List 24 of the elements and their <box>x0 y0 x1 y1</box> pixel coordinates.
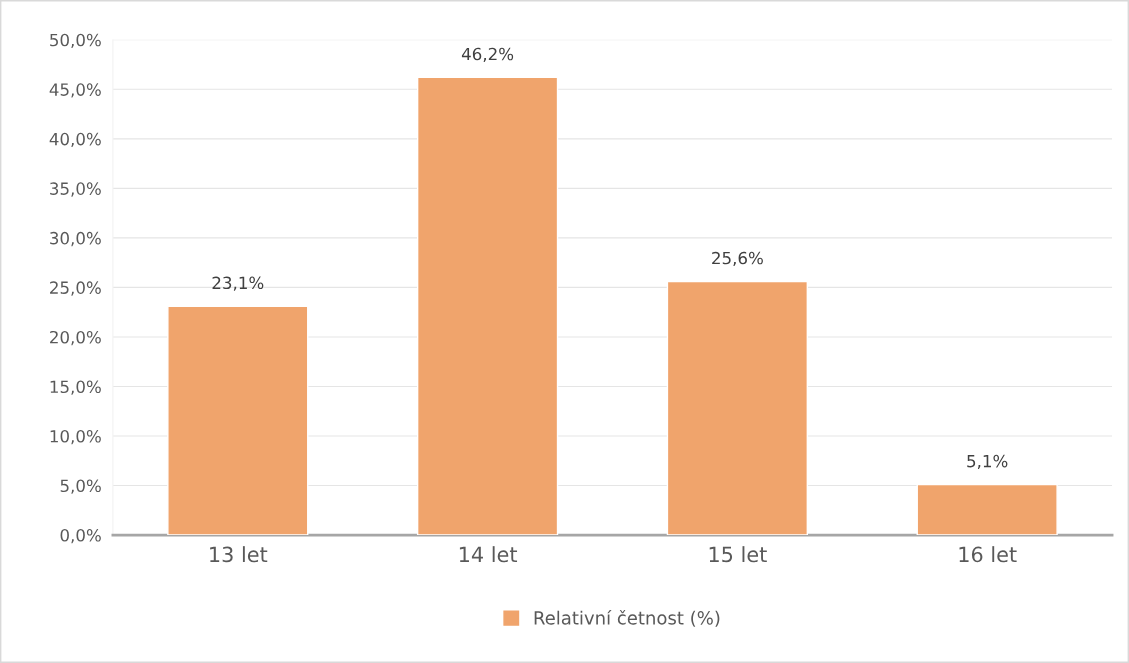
data-label: 46,2% <box>461 47 514 62</box>
legend-label: Relativní četnost (%) <box>534 610 720 627</box>
data-label: 23,1% <box>212 276 264 291</box>
y-tick-label: 25,0% <box>50 281 101 296</box>
y-tick-label: 30,0% <box>50 231 101 247</box>
bar <box>916 483 1058 536</box>
data-label: 25,6% <box>712 251 763 267</box>
x-tick-label: 16 let <box>959 546 1017 563</box>
y-tick-label: 0,0% <box>60 529 101 544</box>
y-tick-label: 20,0% <box>50 330 101 346</box>
bar <box>666 280 809 536</box>
y-tick-label: 15,0% <box>50 380 101 395</box>
x-tick-label: 14 let <box>459 546 518 563</box>
bar <box>416 76 559 536</box>
y-tick-label: 50,0% <box>50 33 101 49</box>
data-label: 5,1% <box>967 454 1008 470</box>
y-tick-label: 10,0% <box>50 429 101 445</box>
x-tick-label: 13 let <box>210 546 268 563</box>
y-tick-label: 45,0% <box>49 83 101 98</box>
bar <box>167 305 309 536</box>
x-tick-label: 15 let <box>709 546 767 563</box>
y-tick-label: 40,0% <box>49 132 101 148</box>
y-tick-label: 35,0% <box>50 182 101 197</box>
y-tick-label: 5,0% <box>60 479 101 494</box>
